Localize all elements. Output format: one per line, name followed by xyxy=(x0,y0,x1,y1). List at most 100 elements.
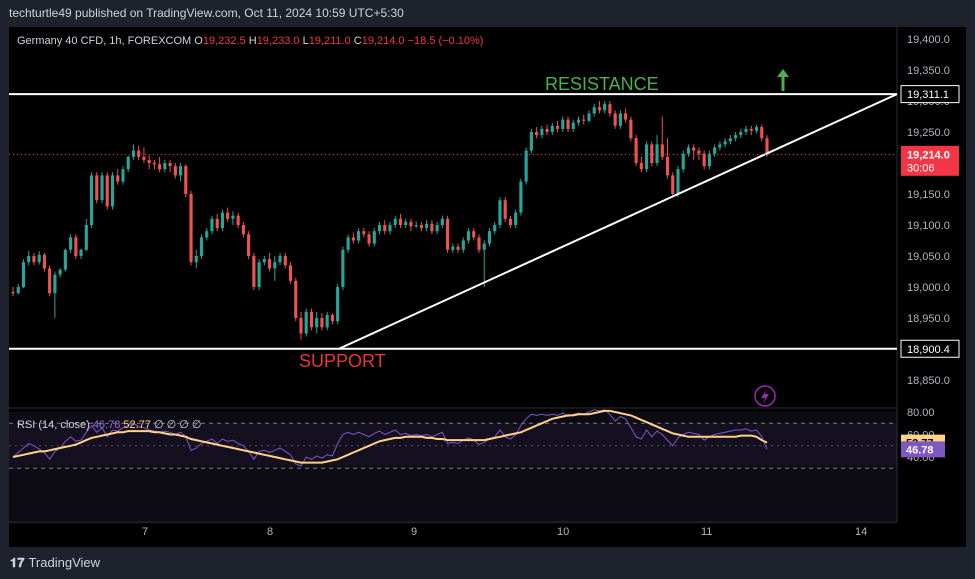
candle-body xyxy=(189,194,193,263)
publisher-text: techturtle49 published on TradingView.co… xyxy=(9,6,404,20)
candle-body xyxy=(42,254,46,269)
candle-body xyxy=(681,153,685,170)
candle-body xyxy=(231,215,235,219)
candle-body xyxy=(634,138,638,163)
candle-body xyxy=(194,256,198,263)
candle-body xyxy=(545,128,549,132)
candle-body xyxy=(95,175,99,201)
candle-body xyxy=(561,119,565,129)
candle-body xyxy=(142,156,146,160)
candle-body xyxy=(84,225,88,250)
symbol-name[interactable]: Germany 40 CFD, 1h, FOREXCOM xyxy=(17,35,192,47)
candle-body xyxy=(749,128,753,131)
candle-body xyxy=(535,132,539,136)
candle-body xyxy=(582,119,586,121)
high-label: H xyxy=(248,35,257,47)
current-price-tag: 19,214.0 xyxy=(907,149,950,161)
candle-body xyxy=(466,231,471,241)
candle-body xyxy=(514,212,518,225)
time-tick-label: 11 xyxy=(701,526,712,538)
candle-body xyxy=(210,218,214,232)
candle-body xyxy=(320,318,324,328)
resistance-price-tag: 19,311.1 xyxy=(907,89,949,101)
candle-body xyxy=(414,225,418,227)
candle-body xyxy=(294,280,298,318)
lightning-icon xyxy=(754,385,776,407)
candle-body xyxy=(283,256,287,266)
candle-body xyxy=(398,218,403,225)
price-tick-label: 18,850.0 xyxy=(907,375,950,387)
candle-body xyxy=(718,144,722,148)
candle-body xyxy=(425,223,429,229)
candle-body xyxy=(241,225,245,235)
current-price-tag-countdown: 30:06 xyxy=(907,162,935,174)
candle-body xyxy=(152,163,156,165)
candle-body xyxy=(655,144,659,163)
candle-body xyxy=(456,246,460,250)
price-tick-label: 19,050.0 xyxy=(907,251,950,263)
time-tick-label: 7 xyxy=(142,526,148,538)
candle-body xyxy=(644,144,649,170)
candle-body xyxy=(377,225,382,232)
candle-body xyxy=(461,240,465,250)
candle-body xyxy=(37,254,41,263)
high-value: 19,233.0 xyxy=(256,35,300,47)
time-tick-label: 10 xyxy=(557,526,569,538)
candle-body xyxy=(100,175,104,201)
candle-body xyxy=(566,119,570,129)
candle-body xyxy=(754,127,759,131)
candle-body xyxy=(137,150,141,157)
candle-body xyxy=(587,113,591,121)
candle-body xyxy=(346,237,350,250)
candle-body xyxy=(503,200,507,219)
candle-body xyxy=(341,249,345,287)
candle-body xyxy=(178,166,183,176)
support-label: SUPPORT xyxy=(299,351,386,371)
candle-body xyxy=(728,138,732,142)
price-tick-label: 19,150.0 xyxy=(907,189,950,201)
candle-body xyxy=(220,212,225,229)
rsi-label[interactable]: RSI (14, close) xyxy=(17,419,90,431)
footer-bar: 𝟏𝟕 TradingView xyxy=(0,547,975,579)
chart-canvas[interactable]: RESISTANCESUPPORT19,400.019,350.019,300.… xyxy=(9,27,966,547)
candle-body xyxy=(173,166,177,176)
resistance-label: RESISTANCE xyxy=(545,74,659,94)
candle-body xyxy=(184,166,188,194)
chart-panel[interactable]: RESISTANCESUPPORT19,400.019,350.019,300.… xyxy=(9,27,966,547)
candle-body xyxy=(325,314,329,328)
candle-body xyxy=(147,159,151,163)
candle-body xyxy=(671,175,675,194)
candle-body xyxy=(372,231,376,244)
rsi-line xyxy=(12,409,768,467)
price-tick-label: 18,950.0 xyxy=(907,313,950,325)
tradingview-logo-text: TradingView xyxy=(28,555,101,570)
candle-body xyxy=(273,262,277,269)
candle-body xyxy=(267,259,272,269)
candle-body xyxy=(613,113,617,126)
candle-body xyxy=(597,107,602,111)
candle-body xyxy=(744,128,748,132)
candle-body xyxy=(707,153,711,167)
candle-body xyxy=(451,246,455,250)
candle-body xyxy=(608,104,612,114)
candle-body xyxy=(105,175,109,207)
candle-body xyxy=(765,138,769,155)
candle-body xyxy=(618,113,622,126)
candle-body xyxy=(367,234,371,244)
close-value: 19,214.0 xyxy=(361,35,405,47)
candle-body xyxy=(27,256,31,263)
candle-body xyxy=(69,237,73,250)
candle-body xyxy=(519,181,523,213)
candle-body xyxy=(393,218,397,225)
candle-body xyxy=(692,147,696,151)
time-tick-label: 9 xyxy=(411,526,417,538)
candle-body xyxy=(351,237,355,241)
candle-body xyxy=(739,132,743,136)
candle-body xyxy=(121,169,125,182)
candle-body xyxy=(430,223,434,232)
candle-body xyxy=(247,234,251,256)
candle-body xyxy=(477,237,481,250)
candle-body xyxy=(58,269,62,275)
candle-body xyxy=(236,215,240,225)
tradingview-logo[interactable]: 𝟏𝟕 TradingView xyxy=(10,555,100,571)
